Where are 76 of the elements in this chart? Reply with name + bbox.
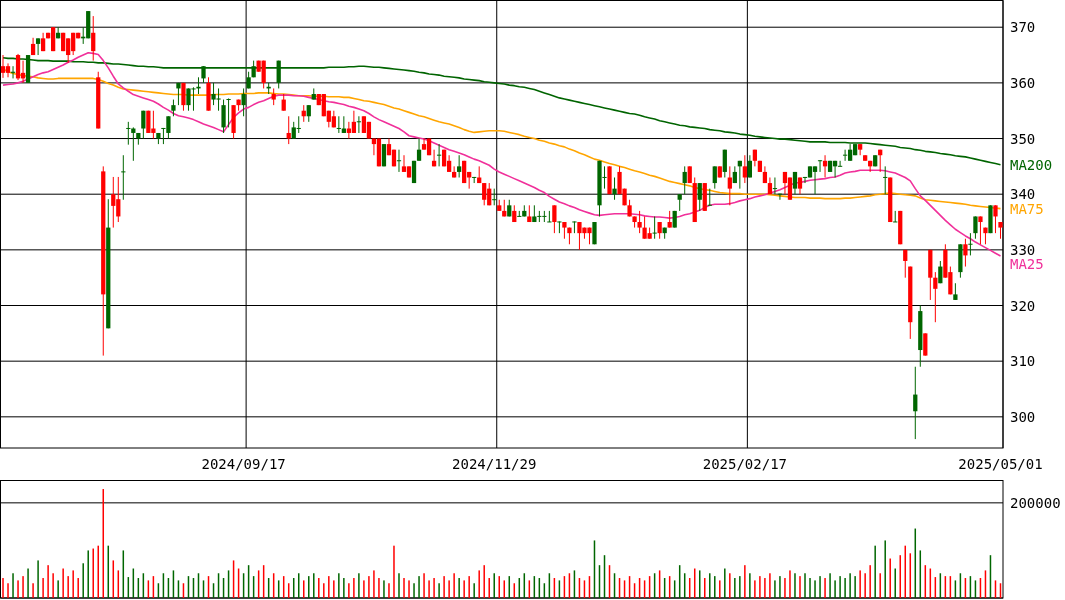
candlestick: [923, 332, 928, 357]
y-tick-label: 200000: [1010, 494, 1061, 511]
candlestick: [421, 138, 427, 151]
candlestick: [913, 366, 918, 440]
candlestick: [356, 115, 362, 134]
candlestick: [241, 87, 246, 117]
y-tick-label: 310: [1010, 353, 1036, 370]
candlestick: [286, 115, 291, 145]
candlestick: [722, 149, 727, 178]
candlestick: [837, 160, 843, 167]
y-tick-label: 330: [1010, 241, 1036, 258]
candlestick: [978, 215, 983, 245]
candlestick: [742, 154, 747, 184]
candlestick: [121, 154, 126, 201]
candlestick: [652, 215, 657, 240]
candlestick: [903, 249, 908, 279]
candlestick: [933, 271, 938, 323]
y-tick-label: 360: [1010, 74, 1036, 91]
candlestick: [126, 121, 131, 146]
candlestick: [697, 182, 702, 212]
candlestick: [276, 60, 281, 89]
candlestick: [5, 62, 11, 78]
candlestick: [401, 154, 407, 173]
candlestick: [963, 238, 968, 268]
candlestick: [637, 210, 642, 234]
candlestick: [436, 143, 442, 167]
x-tick-label: 2024/11/29: [452, 456, 537, 472]
candlestick: [396, 149, 402, 173]
candlestick: [858, 143, 863, 156]
series-label: MA25: [1010, 255, 1044, 272]
candlestick: [351, 110, 357, 134]
candlestick: [457, 154, 462, 178]
candlestick: [552, 204, 557, 234]
y-tick-label: 320: [1010, 297, 1036, 314]
candlestick: [572, 220, 577, 234]
candlestick: [707, 188, 712, 206]
x-tick-label: 2025/05/01: [958, 456, 1043, 472]
x-tick-label: 2025/02/17: [702, 456, 787, 472]
candlestick: [91, 15, 96, 62]
candlestick: [557, 220, 562, 234]
candlestick: [0, 54, 6, 79]
candlestick: [612, 177, 617, 201]
candlestick: [968, 232, 973, 256]
y-tick-label: 370: [1010, 19, 1036, 36]
candlestick: [802, 176, 808, 184]
line-series: [2, 57, 1002, 166]
candlestick: [973, 215, 978, 240]
candlestick: [777, 193, 783, 201]
candlestick: [416, 138, 422, 162]
candlestick: [141, 110, 146, 140]
x-tick-label: 2024/09/17: [201, 456, 286, 472]
y-tick-label: 350: [1010, 130, 1036, 147]
candlestick: [181, 82, 186, 112]
series-label: MA75: [1010, 200, 1044, 217]
candlestick: [893, 210, 898, 223]
candlestick: [727, 165, 732, 206]
candlestick: [812, 165, 818, 195]
candlestick: [15, 53, 21, 81]
candlestick: [226, 97, 231, 128]
candlestick: [817, 159, 823, 173]
candlestick: [482, 182, 487, 206]
candlestick: [883, 165, 888, 195]
candlestick: [842, 149, 848, 162]
candlestick: [35, 37, 41, 56]
candlestick: [336, 115, 341, 134]
candlestick: [772, 177, 778, 195]
candlestick: [547, 210, 552, 223]
y-tick-label: 340: [1010, 186, 1036, 203]
y-tick-label: 300: [1010, 408, 1036, 425]
candlestick: [111, 176, 116, 229]
candlestick: [712, 165, 717, 190]
candlestick: [221, 99, 226, 134]
candlestick: [682, 165, 687, 195]
candlestick: [993, 204, 998, 234]
candlestick: [261, 60, 266, 89]
series-label: MA200: [1010, 156, 1053, 173]
